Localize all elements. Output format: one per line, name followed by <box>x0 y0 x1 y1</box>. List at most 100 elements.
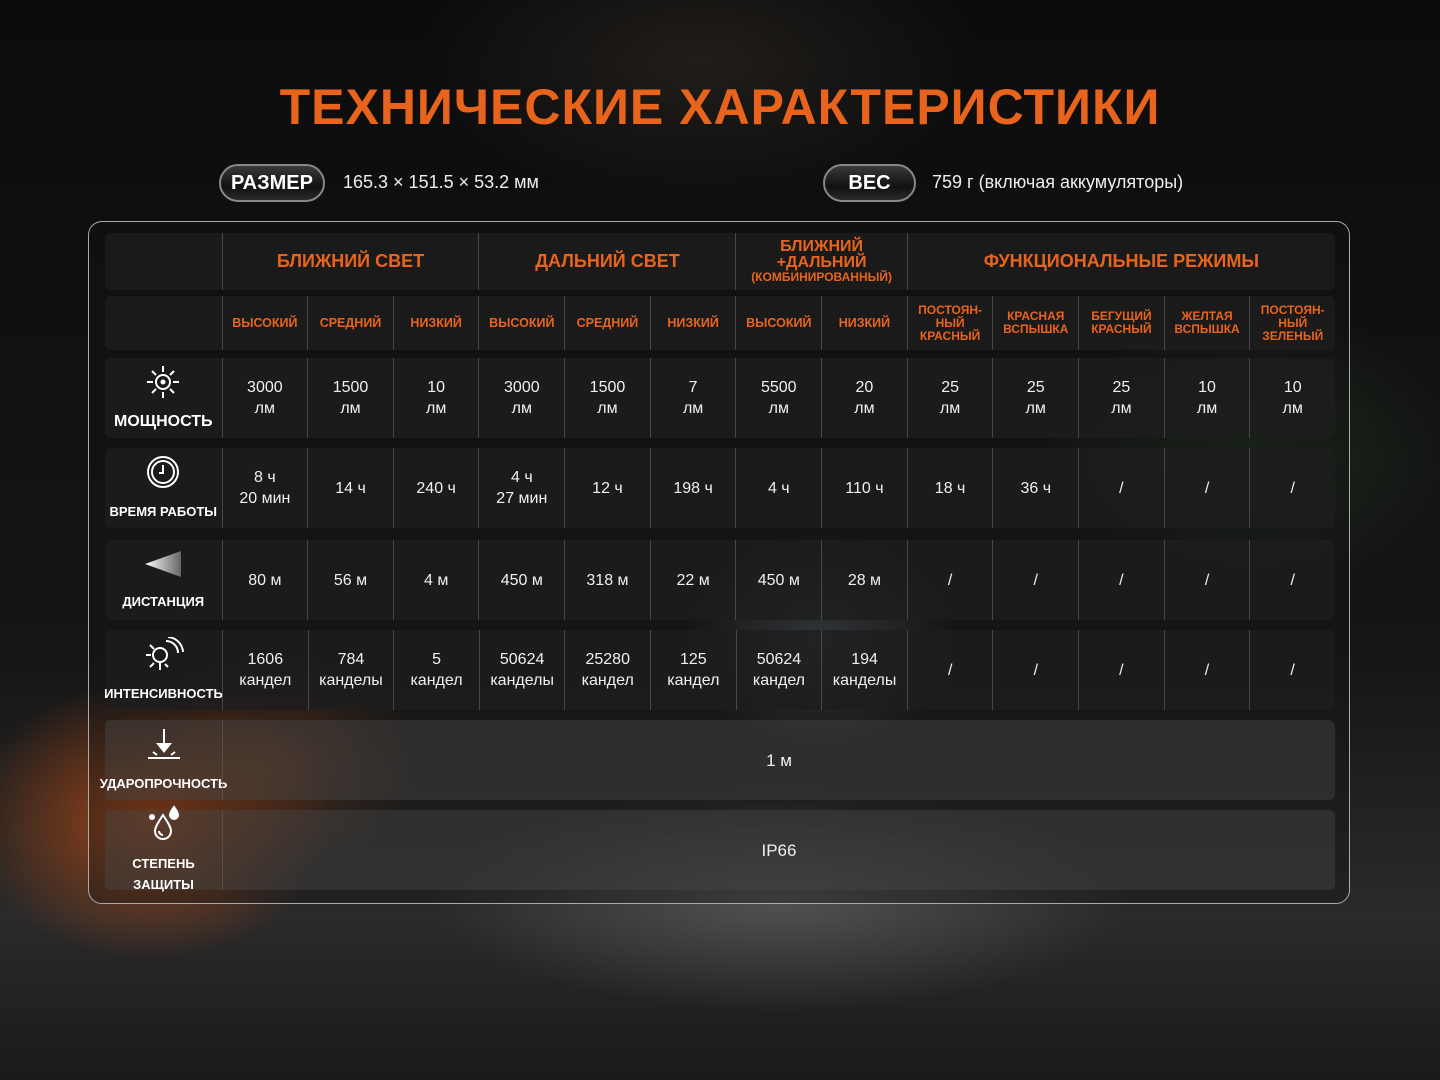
cell-text: 5500 <box>760 379 797 396</box>
value-cell: 198 ч <box>649 448 736 528</box>
cell-text: 198 ч <box>673 479 713 497</box>
cell-text: 5 <box>432 651 441 668</box>
value-cell: 784 канделы <box>307 630 394 710</box>
page-title: ТЕХНИЧЕСКИЕ ХАРАКТЕРИСТИКИ <box>279 79 1161 135</box>
value-cell: 110 ч <box>821 448 907 528</box>
group-header: БЛИЖНИЙ +ДАЛЬНИЙ (КОМБИНИРОВАННЫЙ) <box>735 233 906 290</box>
cell-text: 1 м <box>766 750 792 770</box>
cell-text: 194 <box>851 651 878 668</box>
value-cell: / <box>906 540 993 620</box>
cell-text: ВСПЫШКА <box>1174 322 1240 336</box>
cell-text: ВСПЫШКА <box>1003 322 1069 336</box>
value-cell: 28 м <box>821 540 907 620</box>
cell-text: 450 м <box>757 571 800 589</box>
mode-header: НИЗКИЙ <box>821 296 907 350</box>
cell-text: 4 м <box>423 571 449 589</box>
value-cell: / <box>906 630 993 710</box>
header-corner <box>105 233 222 290</box>
cell-text: лм <box>682 400 704 417</box>
value-cell: 8 ч 20 мин <box>221 448 308 528</box>
value-cell: 80 м <box>221 540 308 620</box>
value-cell: / <box>1249 540 1335 620</box>
cell-text: лм <box>597 400 618 417</box>
cell-text: 1500 <box>589 379 626 396</box>
cell-text: СРЕДНИЙ <box>576 315 639 330</box>
cell-text: 450 м <box>500 571 543 589</box>
cell-text: / <box>947 571 953 589</box>
size-value: 165.3 × 151.5 × 53.2 мм <box>343 172 539 192</box>
cell-text: лм <box>511 400 532 417</box>
sun-icon <box>145 365 181 411</box>
group-header-row: БЛИЖНИЙ СВЕТ ДАЛЬНИЙ СВЕТ БЛИЖНИЙ +ДАЛЬНИЙ… <box>105 233 1335 290</box>
cell-text: лм <box>1111 400 1132 417</box>
group-label: ДАЛЬНИЙ СВЕТ <box>535 251 680 271</box>
cell-text: кандел <box>667 672 720 689</box>
cell-text: лм <box>1025 400 1046 417</box>
cell-text: / <box>1033 661 1039 679</box>
size-badge: РАЗМЕР <box>219 164 325 202</box>
mode-header: КРАСНАЯ ВСПЫШКА <box>992 296 1078 350</box>
cell-text: ВЫСОКИЙ <box>232 315 298 330</box>
value-cell: 450 м <box>735 540 821 620</box>
row-label: ВРЕМЯ РАБОТЫ <box>105 448 222 528</box>
mode-header: СРЕДНИЙ <box>307 296 393 350</box>
value-cell: 1606 кандел <box>222 630 308 710</box>
cell-text: НИЗКИЙ <box>410 315 462 330</box>
cell-text: кандел <box>410 672 463 689</box>
water-drops-icon <box>144 805 184 853</box>
value-cell: 5 кандел <box>393 630 479 710</box>
mode-header: ВЫСОКИЙ <box>735 296 821 350</box>
value-cell-span: 1 м <box>222 720 1335 800</box>
cell-text: 20 <box>855 379 874 396</box>
value-cell: 5500 лм <box>735 358 821 438</box>
value-cell: 18 ч <box>906 448 993 528</box>
group-header: ДАЛЬНИЙ СВЕТ <box>478 233 735 290</box>
spec-row: ДИСТАНЦИЯ 80 м 56 м 4 м 450 м 318 м 22 м 450 м 2… <box>105 540 1335 620</box>
mode-header-row: ВЫСОКИЙ СРЕДНИЙ НИЗКИЙ ВЫСОКИЙ СРЕДНИЙ НИЗКИЙ… <box>105 296 1335 350</box>
cell-text: ЖЕЛТАЯ <box>1181 309 1233 323</box>
cell-text: 1500 <box>332 379 369 396</box>
cell-text: 18 ч <box>934 479 966 497</box>
row-label-text: МОЩНОСТЬ <box>114 412 213 430</box>
spec-row: УДАРОПРОЧНОСТЬ 1 м <box>100 720 1335 800</box>
cell-text: 125 <box>680 651 707 668</box>
cell-text: лм <box>854 400 875 417</box>
cell-text: 3000 <box>247 379 283 396</box>
value-cell: 450 м <box>478 540 564 620</box>
value-cell: / <box>1078 448 1164 528</box>
value-cell: 25 лм <box>906 358 993 438</box>
value-cell: 10 лм <box>392 358 479 438</box>
cell-text: ЗЕЛЕНЫЙ <box>1262 328 1324 343</box>
cell-text: 8 ч <box>254 469 276 486</box>
value-cell: / <box>1163 540 1250 620</box>
cell-text: 25 <box>941 379 959 396</box>
cell-text: КРАСНЫЙ <box>919 328 981 343</box>
value-cell-span: IP66 <box>222 810 1335 890</box>
cell-text: 10 <box>427 379 446 396</box>
spec-row: СТЕПЕНЬ ЗАЩИТЫ IP66 <box>105 805 1335 892</box>
beam-icon <box>143 549 183 591</box>
value-cell: / <box>992 540 1078 620</box>
cell-text: ВЫСОКИЙ <box>489 315 555 330</box>
cell-text: 784 <box>337 651 365 668</box>
group-header: БЛИЖНИЙ СВЕТ <box>221 233 479 290</box>
cell-text: лм <box>768 400 789 417</box>
mode-header: СРЕДНИЙ <box>564 296 650 350</box>
mode-header: БЕГУЩИЙ КРАСНЫЙ <box>1078 296 1164 350</box>
cell-text: / <box>947 661 953 679</box>
cell-text: / <box>1033 571 1038 589</box>
value-cell: 22 м <box>649 540 736 620</box>
row-label: СТЕПЕНЬ ЗАЩИТЫ <box>105 805 222 892</box>
cell-text: / <box>1290 571 1295 589</box>
cell-text: 25280 <box>585 651 630 668</box>
mode-header: ВЫСОКИЙ <box>221 296 308 350</box>
value-cell: / <box>1249 630 1335 710</box>
value-cell: 125 кандел <box>650 630 736 710</box>
value-cell: 194 канделы <box>821 630 907 710</box>
row-label: МОЩНОСТЬ <box>105 358 222 438</box>
weight-value: 759 г (включая аккумуляторы) <box>932 172 1184 192</box>
cell-text: 110 ч <box>845 479 884 497</box>
cell-text: / <box>1290 661 1295 679</box>
cell-text: 25 <box>1026 379 1045 396</box>
cell-text: 7 <box>688 379 698 396</box>
